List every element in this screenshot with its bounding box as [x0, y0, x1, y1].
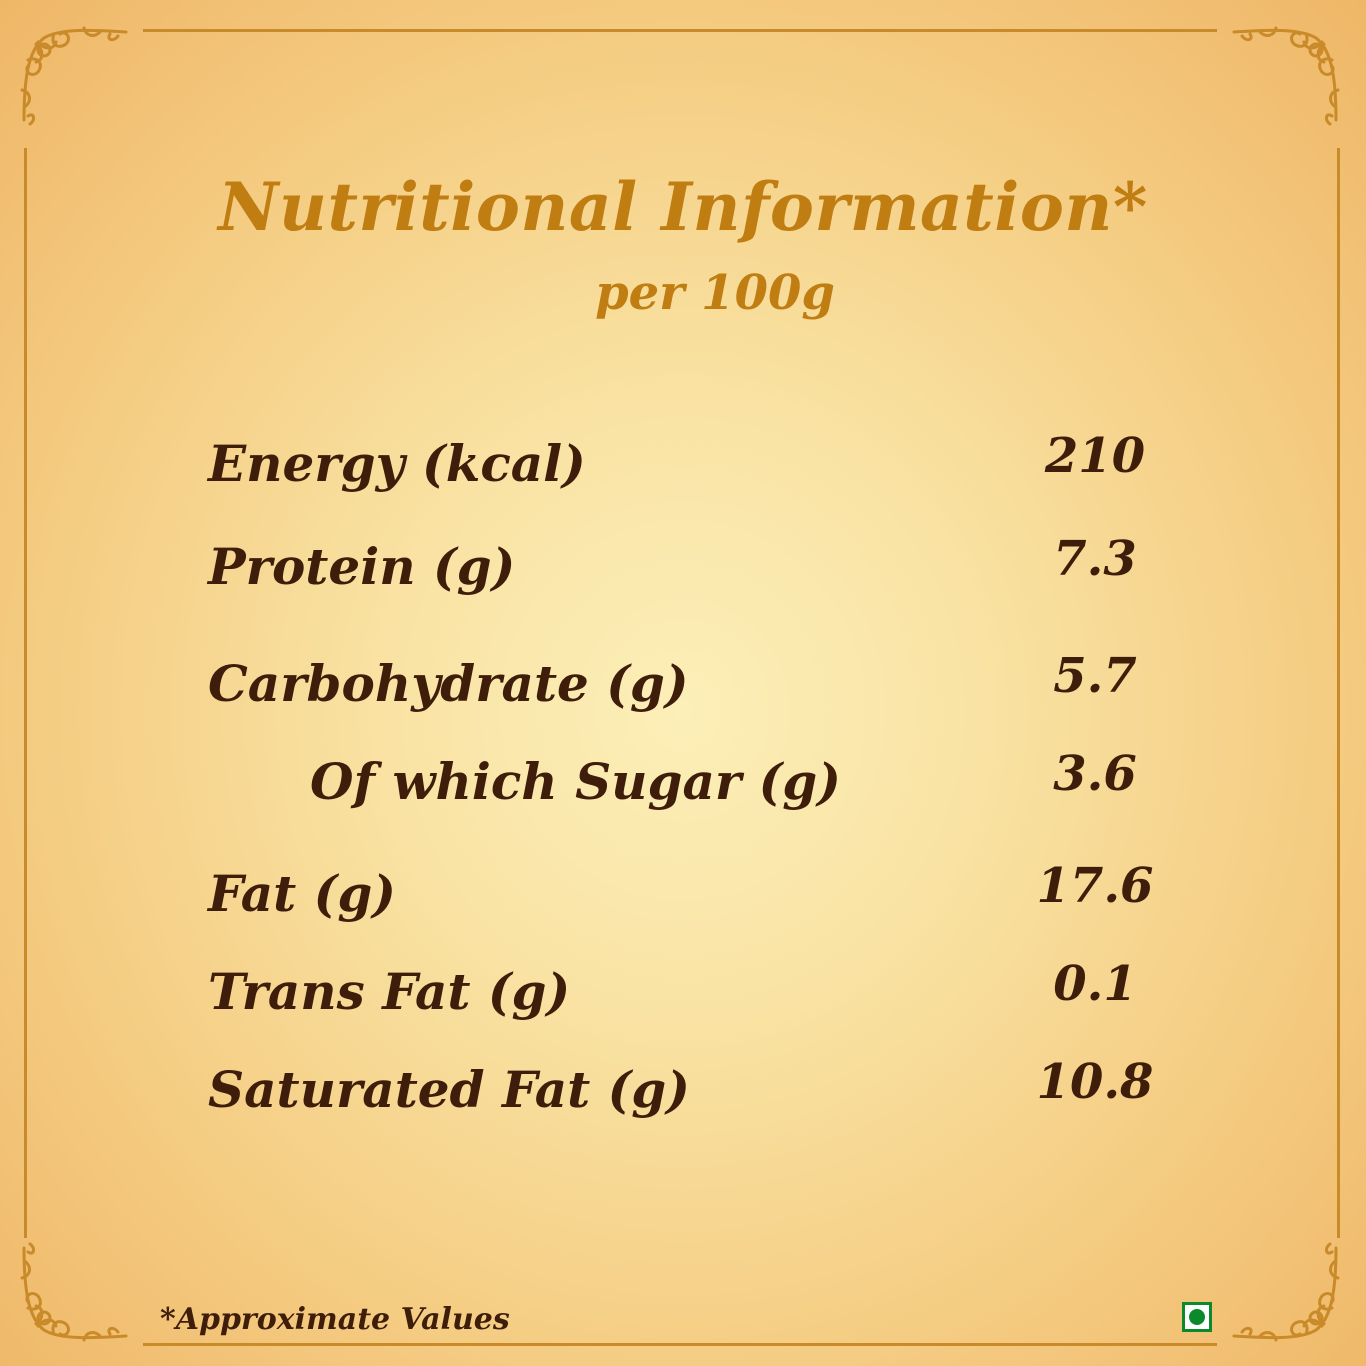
nutrient-label: Carbohydrate (g)	[208, 654, 689, 713]
corner-ornament-icon	[1220, 20, 1346, 132]
nutrient-label: Energy (kcal)	[208, 434, 586, 493]
nutrient-value: 0.1	[1053, 956, 1137, 1012]
nutrient-row-trans-fat: Trans Fat (g) 0.1	[0, 956, 1366, 1032]
nutrient-value: 5.7	[1053, 648, 1137, 704]
nutrient-label: Fat (g)	[208, 864, 396, 923]
corner-ornament-icon	[1220, 1236, 1346, 1348]
corner-ornament-icon	[14, 1236, 140, 1348]
nutrient-row-protein: Protein (g) 7.3	[0, 531, 1366, 607]
nutrient-value: 17.6	[1036, 858, 1154, 914]
nutrient-row-saturated-fat: Saturated Fat (g) 10.8	[0, 1054, 1366, 1130]
nutrient-row-energy: Energy (kcal) 210	[0, 428, 1366, 504]
nutrient-label: Trans Fat (g)	[208, 962, 571, 1021]
corner-ornament-icon	[14, 20, 140, 132]
nutrient-row-fat: Fat (g) 17.6	[0, 858, 1366, 934]
frame-right-border	[1337, 148, 1340, 1238]
page-title: Nutritional Information*	[218, 168, 1148, 246]
nutrient-row-sugar: Of which Sugar (g) 3.6	[0, 746, 1366, 822]
approximate-values-note: *Approximate Values	[160, 1302, 510, 1337]
nutrient-value: 7.3	[1053, 531, 1137, 587]
nutrient-label: Of which Sugar (g)	[310, 752, 841, 811]
vegetarian-dot-icon	[1189, 1309, 1205, 1325]
vegetarian-mark-icon	[1182, 1302, 1212, 1332]
page-subtitle: per 100g	[595, 265, 835, 321]
nutrient-label: Protein (g)	[208, 537, 516, 596]
nutrient-row-carbohydrate: Carbohydrate (g) 5.7	[0, 648, 1366, 724]
nutrient-value: 3.6	[1053, 746, 1137, 802]
nutrient-label: Saturated Fat (g)	[208, 1060, 690, 1119]
frame-left-border	[24, 148, 27, 1238]
frame-top-border	[143, 29, 1217, 32]
nutrient-value: 210	[1044, 428, 1146, 484]
nutrient-value: 10.8	[1036, 1054, 1154, 1110]
frame-bottom-border	[143, 1343, 1217, 1346]
